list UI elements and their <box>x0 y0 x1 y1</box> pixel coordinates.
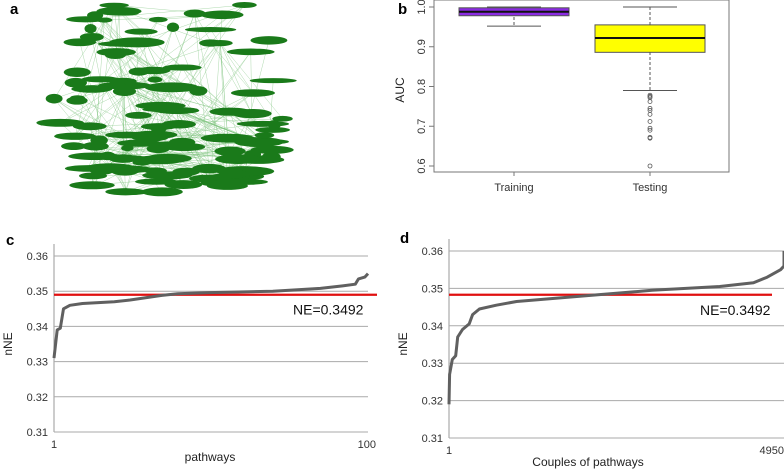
network-node <box>250 146 293 154</box>
y-tick-label: 0.36 <box>422 246 443 258</box>
network-node <box>125 112 152 119</box>
y-tick-label: 0.34 <box>27 321 48 333</box>
y-tick-label: 0.9 <box>416 39 428 54</box>
x-axis-label: Couples of pathways <box>532 455 643 469</box>
panel-label-a: a <box>10 1 19 18</box>
network-node <box>149 17 168 22</box>
network-node <box>184 10 206 18</box>
data-line <box>449 251 784 404</box>
network-node <box>124 80 136 85</box>
reference-label: NE=0.3492 <box>293 302 364 318</box>
y-tick-label: 0.35 <box>27 286 48 298</box>
y-axis-label: nNE <box>396 332 410 355</box>
network-node <box>232 2 257 8</box>
network-node <box>100 152 115 161</box>
network-node <box>208 134 246 140</box>
line-chart-pathways: 0.31 0.32 0.33 0.34 0.35 0.36 1 100 pathways nNE N… <box>1 244 377 464</box>
network-node <box>214 179 268 185</box>
network-node <box>272 116 292 122</box>
network-node <box>145 82 199 92</box>
y-tick-label: 0.32 <box>422 396 443 408</box>
x-tick-label: Training <box>494 182 533 194</box>
y-tick-label: 1.0 <box>416 0 428 15</box>
outlier-point <box>648 100 652 104</box>
y-tick-label: 0.34 <box>422 321 443 333</box>
network-node <box>85 163 134 171</box>
network-node <box>201 11 244 20</box>
panel-label-c: c <box>6 232 14 249</box>
outlier-point <box>648 119 652 123</box>
panel-label-b: b <box>398 1 407 18</box>
network-node <box>164 180 202 189</box>
network-node <box>239 139 289 145</box>
outlier-point <box>648 164 652 168</box>
panel-label-d: d <box>400 230 409 247</box>
network-node <box>141 123 177 130</box>
outlier-point <box>648 112 652 116</box>
x-tick-label: Testing <box>633 182 668 194</box>
x-tick-label: 1 <box>446 445 452 457</box>
x-axis-label: pathways <box>185 450 236 464</box>
y-axis-label: AUC <box>393 77 407 103</box>
network-edge <box>251 52 252 114</box>
network-node <box>113 87 136 96</box>
y-tick-label: 0.33 <box>27 357 48 369</box>
network-node <box>36 119 84 127</box>
y-tick-label: 0.35 <box>422 283 443 295</box>
network-node <box>64 68 91 77</box>
network-node <box>89 181 104 187</box>
network-edge <box>60 91 124 122</box>
network-node <box>215 154 260 164</box>
y-tick-label: 0.6 <box>416 158 428 173</box>
network-node <box>227 49 275 56</box>
network-node <box>221 170 248 178</box>
network-node <box>64 38 97 46</box>
network-node <box>250 36 287 44</box>
y-axis-label: nNE <box>1 332 15 355</box>
x-tick-label: 4950 <box>760 445 784 457</box>
network-node <box>237 121 289 127</box>
network-node <box>97 48 136 56</box>
y-tick-label: 0.32 <box>27 392 48 404</box>
network-node <box>167 22 179 32</box>
network-node <box>46 94 63 104</box>
network-node <box>105 132 148 139</box>
y-tick-label: 0.33 <box>422 358 443 370</box>
network-node <box>90 135 108 145</box>
network-node <box>250 78 297 83</box>
network-node <box>145 154 192 163</box>
network-node <box>105 188 145 195</box>
y-tick-label: 0.31 <box>27 427 48 439</box>
y-tick-label: 0.8 <box>416 79 428 94</box>
reference-label: NE=0.3492 <box>700 302 771 318</box>
y-tick-label: 0.36 <box>27 251 48 263</box>
network-graph <box>36 2 296 196</box>
network-node <box>135 102 185 110</box>
network-node <box>125 29 158 35</box>
network-node <box>85 24 97 33</box>
network-node <box>98 41 145 47</box>
network-node <box>81 76 119 82</box>
network-node <box>185 27 236 32</box>
network-node <box>129 67 150 75</box>
y-tick-label: 0.31 <box>422 433 443 445</box>
x-tick-label: 100 <box>358 439 376 451</box>
line-chart-couples: 0.31 0.32 0.33 0.34 0.35 0.36 1 4950 Couples of … <box>396 239 784 469</box>
network-node <box>118 10 139 15</box>
network-node <box>70 95 85 100</box>
network-node <box>54 133 96 140</box>
x-tick-label: 1 <box>51 439 57 451</box>
network-node <box>232 109 272 118</box>
network-node <box>192 164 226 173</box>
y-tick-label: 0.7 <box>416 119 428 134</box>
network-node <box>255 132 275 138</box>
network-node <box>148 77 163 83</box>
network-node <box>199 39 222 46</box>
network-node <box>141 187 183 196</box>
boxplot-auc: 0.6 0.7 0.8 0.9 1.0 AUC Training Testing <box>393 0 729 194</box>
network-node <box>231 89 275 97</box>
